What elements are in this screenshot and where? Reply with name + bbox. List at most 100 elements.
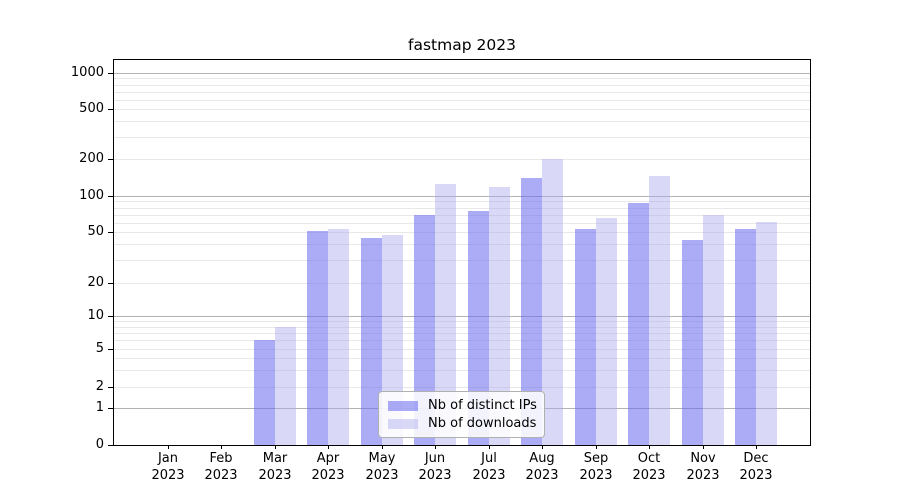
y-tick-label: 20 — [87, 275, 104, 290]
gridline-major — [114, 315, 810, 317]
legend-entry-distinct-ips: Nb of distinct IPs — [388, 398, 537, 414]
x-tick-label: Jul 2023 — [472, 451, 506, 483]
x-tick-mark — [756, 445, 757, 449]
x-tick-label: May 2023 — [365, 451, 399, 483]
plot-area — [114, 60, 810, 445]
x-tick-label: Oct 2023 — [632, 451, 666, 483]
gridline-minor — [114, 282, 810, 284]
y-tick-mark — [108, 408, 113, 409]
y-tick-mark — [108, 349, 113, 350]
y-tick-label: 100 — [79, 188, 104, 203]
bar-nb-of-distinct-ips — [735, 229, 756, 445]
x-tick-mark — [489, 445, 490, 449]
x-tick-mark — [382, 445, 383, 449]
gridline-minor — [114, 232, 810, 234]
gridline-minor — [114, 260, 810, 262]
gridline-minor — [114, 109, 810, 110]
x-tick-label: Dec 2023 — [739, 451, 773, 483]
y-tick-mark — [108, 316, 113, 317]
y-tick-mark — [108, 196, 113, 197]
gridline-minor — [114, 121, 810, 123]
bar-nb-of-distinct-ips — [361, 238, 382, 445]
bar-nb-of-downloads — [756, 222, 777, 445]
gridline-minor — [114, 321, 810, 322]
y-tick-label: 500 — [79, 101, 104, 116]
bar-nb-of-downloads — [542, 159, 563, 445]
legend-swatch-downloads — [388, 419, 418, 429]
gridline-minor — [114, 244, 810, 246]
gridline-major — [114, 195, 810, 197]
legend: Nb of distinct IPs Nb of downloads — [378, 391, 545, 438]
bar-nb-of-downloads — [275, 327, 296, 445]
bar-nb-of-distinct-ips — [468, 211, 489, 445]
x-tick-mark — [168, 445, 169, 449]
bar-nb-of-distinct-ips — [682, 240, 703, 445]
gridline-minor — [114, 207, 810, 209]
gridline-minor — [114, 370, 810, 372]
bar-nb-of-downloads — [703, 215, 724, 445]
bar-nb-of-distinct-ips — [521, 178, 542, 445]
x-tick-mark — [649, 445, 650, 449]
y-tick-mark — [108, 232, 113, 233]
legend-entry-downloads: Nb of downloads — [388, 416, 537, 432]
gridline-minor — [114, 214, 810, 216]
x-tick-label: Feb 2023 — [204, 451, 238, 483]
y-tick-label: 1 — [95, 400, 104, 415]
gridline-minor — [114, 332, 810, 334]
bar-nb-of-distinct-ips — [254, 340, 275, 445]
bar-nb-of-distinct-ips — [414, 215, 435, 445]
x-tick-mark — [435, 445, 436, 449]
gridline-minor — [114, 201, 810, 203]
gridline-minor — [114, 222, 810, 224]
bar-nb-of-downloads — [596, 218, 617, 445]
y-tick-label: 200 — [79, 151, 104, 166]
legend-label-downloads: Nb of downloads — [428, 416, 537, 431]
gridline-minor — [114, 340, 810, 342]
bar-nb-of-downloads — [435, 184, 456, 445]
bar-nb-of-downloads — [328, 229, 349, 445]
gridline-minor — [114, 387, 810, 389]
bar-nb-of-distinct-ips — [307, 231, 328, 445]
y-tick-label: 5 — [95, 341, 104, 356]
x-tick-label: Aug 2023 — [525, 451, 559, 483]
plot-border — [113, 59, 811, 446]
x-tick-label: Jun 2023 — [418, 451, 452, 483]
bar-nb-of-distinct-ips — [628, 203, 649, 445]
y-tick-label: 50 — [87, 224, 104, 239]
y-tick-label: 0 — [95, 437, 104, 452]
x-tick-label: Nov 2023 — [686, 451, 720, 483]
chart-title: fastmap 2023 — [408, 36, 516, 54]
y-tick-mark — [108, 73, 113, 74]
gridline-minor — [114, 84, 810, 86]
legend-swatch-distinct-ips — [388, 401, 418, 411]
x-tick-mark — [596, 445, 597, 449]
gridline-minor — [114, 136, 810, 138]
x-tick-mark — [542, 445, 543, 449]
gridline-minor — [114, 78, 810, 80]
x-tick-mark — [703, 445, 704, 449]
y-tick-mark — [108, 387, 113, 388]
x-tick-label: Jan 2023 — [151, 451, 185, 483]
bar-nb-of-downloads — [649, 176, 670, 445]
y-tick-mark — [108, 283, 113, 284]
gridline-minor — [114, 326, 810, 328]
y-tick-mark — [108, 159, 113, 160]
bar-nb-of-downloads — [489, 187, 510, 445]
x-tick-mark — [221, 445, 222, 449]
gridline-minor — [114, 358, 810, 360]
y-tick-mark — [108, 109, 113, 110]
x-tick-mark — [275, 445, 276, 449]
legend-label-distinct-ips: Nb of distinct IPs — [428, 398, 537, 413]
gridline-minor — [114, 99, 810, 101]
x-tick-mark — [328, 445, 329, 449]
y-tick-label: 1000 — [70, 65, 104, 80]
y-tick-label: 2 — [95, 379, 104, 394]
gridline-minor — [114, 91, 810, 93]
gridline-major — [114, 73, 810, 74]
y-tick-mark — [108, 445, 113, 446]
bar-nb-of-distinct-ips — [575, 229, 596, 445]
y-tick-label: 10 — [87, 308, 104, 323]
x-tick-label: Sep 2023 — [579, 451, 613, 483]
gridline-minor — [114, 158, 810, 160]
